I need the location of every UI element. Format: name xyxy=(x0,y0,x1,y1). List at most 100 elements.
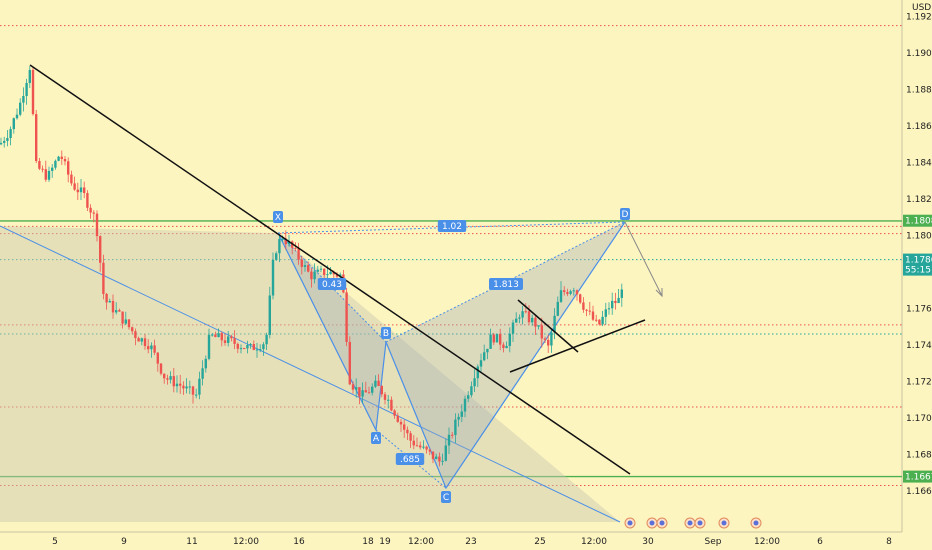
candle-body xyxy=(19,102,22,115)
y-tick-label: 1.17600 xyxy=(906,305,932,315)
candle-body xyxy=(278,238,281,254)
x-tick-label: 30 xyxy=(642,537,654,547)
candle-body xyxy=(409,433,412,441)
pattern-point-label: X xyxy=(275,213,281,223)
x-tick-label: 8 xyxy=(886,537,892,547)
economic-event-flag-icon xyxy=(649,520,655,526)
candle-body xyxy=(486,348,489,353)
candle-body xyxy=(444,445,447,461)
candle-body xyxy=(300,259,303,267)
candle-body xyxy=(0,142,3,145)
candle-body xyxy=(188,386,191,388)
candle-body xyxy=(396,415,399,422)
x-tick-label: 16 xyxy=(293,537,305,547)
price-badge-countdown: 55:15 xyxy=(905,266,931,276)
candle-body xyxy=(287,241,291,245)
candle-body xyxy=(15,114,19,119)
economic-event-flag-icon xyxy=(753,520,759,526)
pattern-point-label: B xyxy=(383,329,389,339)
main-downtrend-line[interactable] xyxy=(29,64,631,475)
candle-body xyxy=(73,183,76,190)
candle-body xyxy=(169,376,172,380)
x-tick-label: 6 xyxy=(817,537,823,547)
event-icons xyxy=(624,517,762,529)
candle-body xyxy=(297,247,300,260)
projection-arrow xyxy=(624,221,663,297)
candle-body xyxy=(390,399,393,411)
pattern-xab-fill xyxy=(278,233,386,430)
candle-body xyxy=(313,271,316,280)
pattern-ratio-labels: 0.43 1.02 .685 1.813 xyxy=(317,220,523,465)
candle-body xyxy=(547,339,550,346)
candle-body xyxy=(435,456,438,460)
candle-body xyxy=(620,289,623,298)
candle-body xyxy=(441,460,444,462)
candle-body xyxy=(403,424,406,430)
candle-body xyxy=(41,168,44,170)
candle-body xyxy=(563,290,566,293)
candle-body xyxy=(284,238,287,245)
candle-body xyxy=(527,311,531,323)
candle-body xyxy=(438,456,441,462)
candle-body xyxy=(6,138,9,141)
candle-body xyxy=(374,380,377,387)
candle-body xyxy=(383,394,387,400)
candle-body xyxy=(294,247,297,249)
candle-body xyxy=(265,334,268,345)
candle-body xyxy=(579,294,582,303)
economic-event-flag-icon xyxy=(659,520,665,526)
candle-body xyxy=(227,336,230,343)
candle-body xyxy=(505,345,508,349)
candle-body xyxy=(31,69,35,115)
candle-body xyxy=(246,345,249,349)
candle-body xyxy=(67,161,70,175)
candle-body xyxy=(543,338,547,340)
pattern-ratio-label: 0.43 xyxy=(322,280,342,290)
candle-body xyxy=(156,352,159,364)
candle-body xyxy=(361,390,364,397)
flag-lower-line[interactable] xyxy=(509,319,646,373)
candle-body xyxy=(35,114,38,162)
candle-body xyxy=(108,300,111,303)
candle-body xyxy=(585,309,588,311)
candle-body xyxy=(502,344,505,349)
candle-body xyxy=(457,416,460,420)
candle-body xyxy=(191,386,195,395)
candle-body xyxy=(598,319,601,325)
pattern-point-badge xyxy=(441,491,451,503)
x-tick-label: 9 xyxy=(121,537,127,547)
x-tick-label: Sep xyxy=(705,537,722,547)
pattern-point-badge xyxy=(620,208,630,220)
candle-body xyxy=(47,170,51,180)
candle-body xyxy=(422,446,425,448)
price-badge-label: 1.16679 xyxy=(905,473,932,483)
candle-body xyxy=(134,331,137,339)
price-badges: 1.18081 1.1786855:15 1.16679 xyxy=(903,214,932,483)
candle-body xyxy=(371,386,374,393)
candle-body xyxy=(534,317,537,327)
candle-body xyxy=(377,380,380,387)
candle-body xyxy=(79,187,83,193)
candle-body xyxy=(172,376,175,387)
candle-body xyxy=(364,390,367,393)
candle-body xyxy=(319,268,323,270)
flag-upper-line[interactable] xyxy=(517,299,579,353)
candle-body xyxy=(479,360,483,367)
candle-body xyxy=(575,290,579,295)
price-badge-label: 1.17868 xyxy=(905,256,932,266)
candle-body xyxy=(550,332,553,346)
candle-body xyxy=(569,291,572,294)
candle-body xyxy=(147,346,150,350)
candle-body xyxy=(511,322,515,334)
pattern-point-label: D xyxy=(622,210,629,220)
candle-body xyxy=(63,158,67,162)
candle-body xyxy=(451,434,454,436)
candle-body xyxy=(483,352,486,361)
candle-body xyxy=(611,300,614,309)
candle-body xyxy=(521,311,524,318)
candle-body xyxy=(419,445,422,448)
candle-body xyxy=(115,310,118,313)
candle-body xyxy=(153,345,156,353)
candle-body xyxy=(230,336,233,339)
